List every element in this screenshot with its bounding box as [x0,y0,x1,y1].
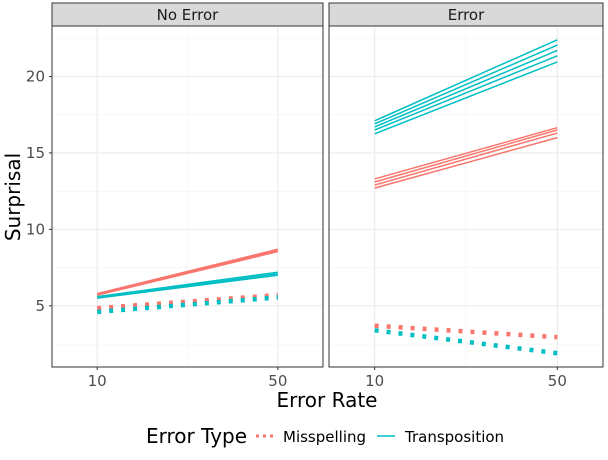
y-axis-title: Surprisal [1,153,25,241]
panel-title: Error [448,6,485,24]
x-tick-label: 10 [365,372,384,390]
x-tick-label: 50 [548,372,567,390]
series-line-misspelling-solid [374,129,558,183]
marks [96,248,279,315]
x-axis-title: Error Rate [277,388,378,412]
series-line-transposition-solid [97,271,278,298]
series-line-transposition-solid [97,274,278,299]
y-tick-label: 15 [26,144,45,162]
series-line-transposition-solid [374,39,558,122]
panel-no-error: No Error [51,2,324,368]
series-line-transposition-solid [374,61,558,135]
legend-item-misspelling: Misspelling [256,428,366,446]
grid [52,26,323,367]
series-line-misspelling-solid [374,132,558,186]
y-axis: 5 10 15 20 [26,67,52,315]
series-line-transposition-solid [374,44,558,125]
series-line-misspelling-solid [96,248,279,295]
series-line-misspelling-solid [96,249,279,296]
grid [329,26,603,367]
marks [374,39,558,356]
y-tick-label: 10 [26,220,45,238]
y-tick-label: 5 [35,297,45,315]
series-line-misspelling-solid [374,126,558,180]
legend-label: Transposition [404,428,504,446]
y-tick-label: 20 [26,67,45,85]
panel-error: Error [328,2,604,368]
series-line-misspelling-solid [374,136,558,189]
series-line-transposition-solid [374,55,558,131]
series-line-transposition-solid [97,272,278,299]
series-line-transposition-solid [374,49,558,128]
panel-border [328,25,604,368]
series-line-misspelling-solid [96,250,279,296]
x-tick-label: 50 [268,372,287,390]
legend-item-transposition: Transposition [377,428,504,446]
legend-label: Misspelling [283,428,366,446]
x-tick-label: 10 [88,372,107,390]
panel-border [51,25,324,368]
legend-title: Error Type [146,424,247,448]
x-axis: 10 50 10 50 [88,367,567,390]
legend: Error Type Misspelling Transposition [146,424,504,448]
panel-title: No Error [157,6,220,24]
